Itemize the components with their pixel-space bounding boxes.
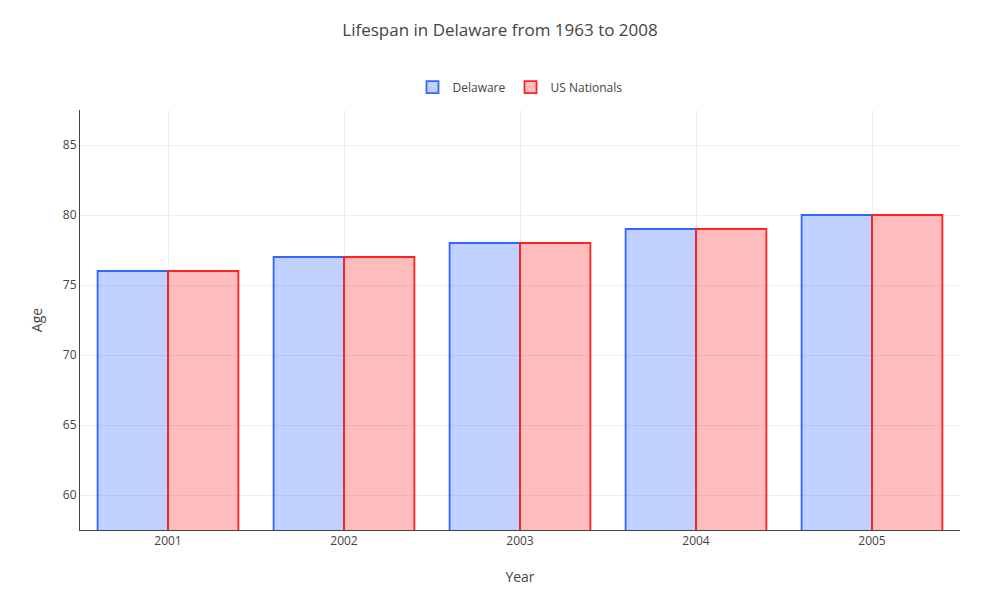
svg-text:2003: 2003 [506,532,534,549]
svg-text:75: 75 [63,276,77,293]
svg-text:Age: Age [27,308,46,332]
svg-text:2005: 2005 [858,532,886,549]
svg-text:2004: 2004 [682,532,710,549]
svg-text:2002: 2002 [330,532,358,549]
svg-text:85: 85 [63,136,77,153]
svg-text:65: 65 [63,416,77,433]
svg-text:US Nationals: US Nationals [551,79,623,96]
svg-text:Year: Year [505,567,534,586]
svg-text:80: 80 [63,206,77,223]
svg-text:60: 60 [63,486,77,503]
svg-text:Delaware: Delaware [453,79,506,96]
svg-text:2001: 2001 [154,532,181,549]
svg-text:70: 70 [63,346,77,363]
svg-text:Lifespan in Delaware from 1963: Lifespan in Delaware from 1963 to 2008 [342,18,657,41]
